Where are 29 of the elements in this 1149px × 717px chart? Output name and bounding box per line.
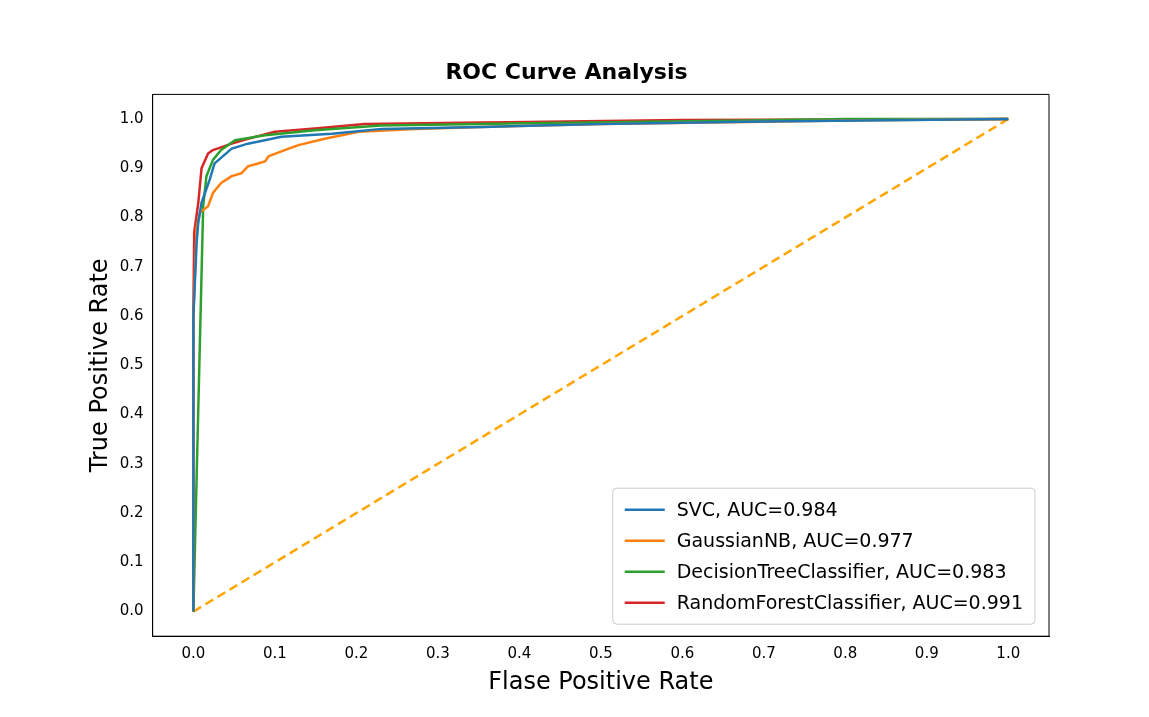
x-tick-label: 0.1 [262,644,287,663]
y-tick-label: 0.9 [119,158,144,177]
x-axis-title: Flase Positive Rate [488,666,714,695]
y-tick-label: 0.3 [119,453,144,472]
y-tick-label: 0.1 [119,552,144,571]
y-axis-title: True Positive Rate [84,258,113,474]
x-tick-label: 0.3 [425,644,450,663]
y-tick-label: 0.6 [119,305,144,324]
chart-title: ROC Curve Analysis [445,58,688,84]
y-tick-label: 1.0 [119,108,144,127]
x-tick-label: 0.8 [833,644,858,663]
x-tick-label: 1.0 [996,644,1021,663]
legend-label: DecisionTreeClassifier, AUC=0.983 [676,559,1007,582]
y-tick-label: 0.5 [119,355,144,374]
y-tick-label: 0.2 [119,502,144,521]
x-tick-label: 0.4 [507,644,532,663]
x-tick-label: 0.7 [751,644,776,663]
x-tick-label: 0.9 [914,644,939,663]
y-tick-label: 0.0 [119,601,144,620]
x-tick-label: 0.5 [588,644,613,663]
x-tick-label: 0.0 [181,644,206,663]
x-tick-label: 0.6 [670,644,695,663]
x-tick-label: 0.2 [344,644,369,663]
y-tick-label: 0.7 [119,256,144,275]
legend-label: RandomForestClassifier, AUC=0.991 [676,590,1024,613]
y-tick-label: 0.8 [119,207,144,226]
legend-label: GaussianNB, AUC=0.977 [676,528,914,551]
y-tick-label: 0.4 [119,404,144,423]
legend-label: SVC, AUC=0.984 [676,497,838,520]
